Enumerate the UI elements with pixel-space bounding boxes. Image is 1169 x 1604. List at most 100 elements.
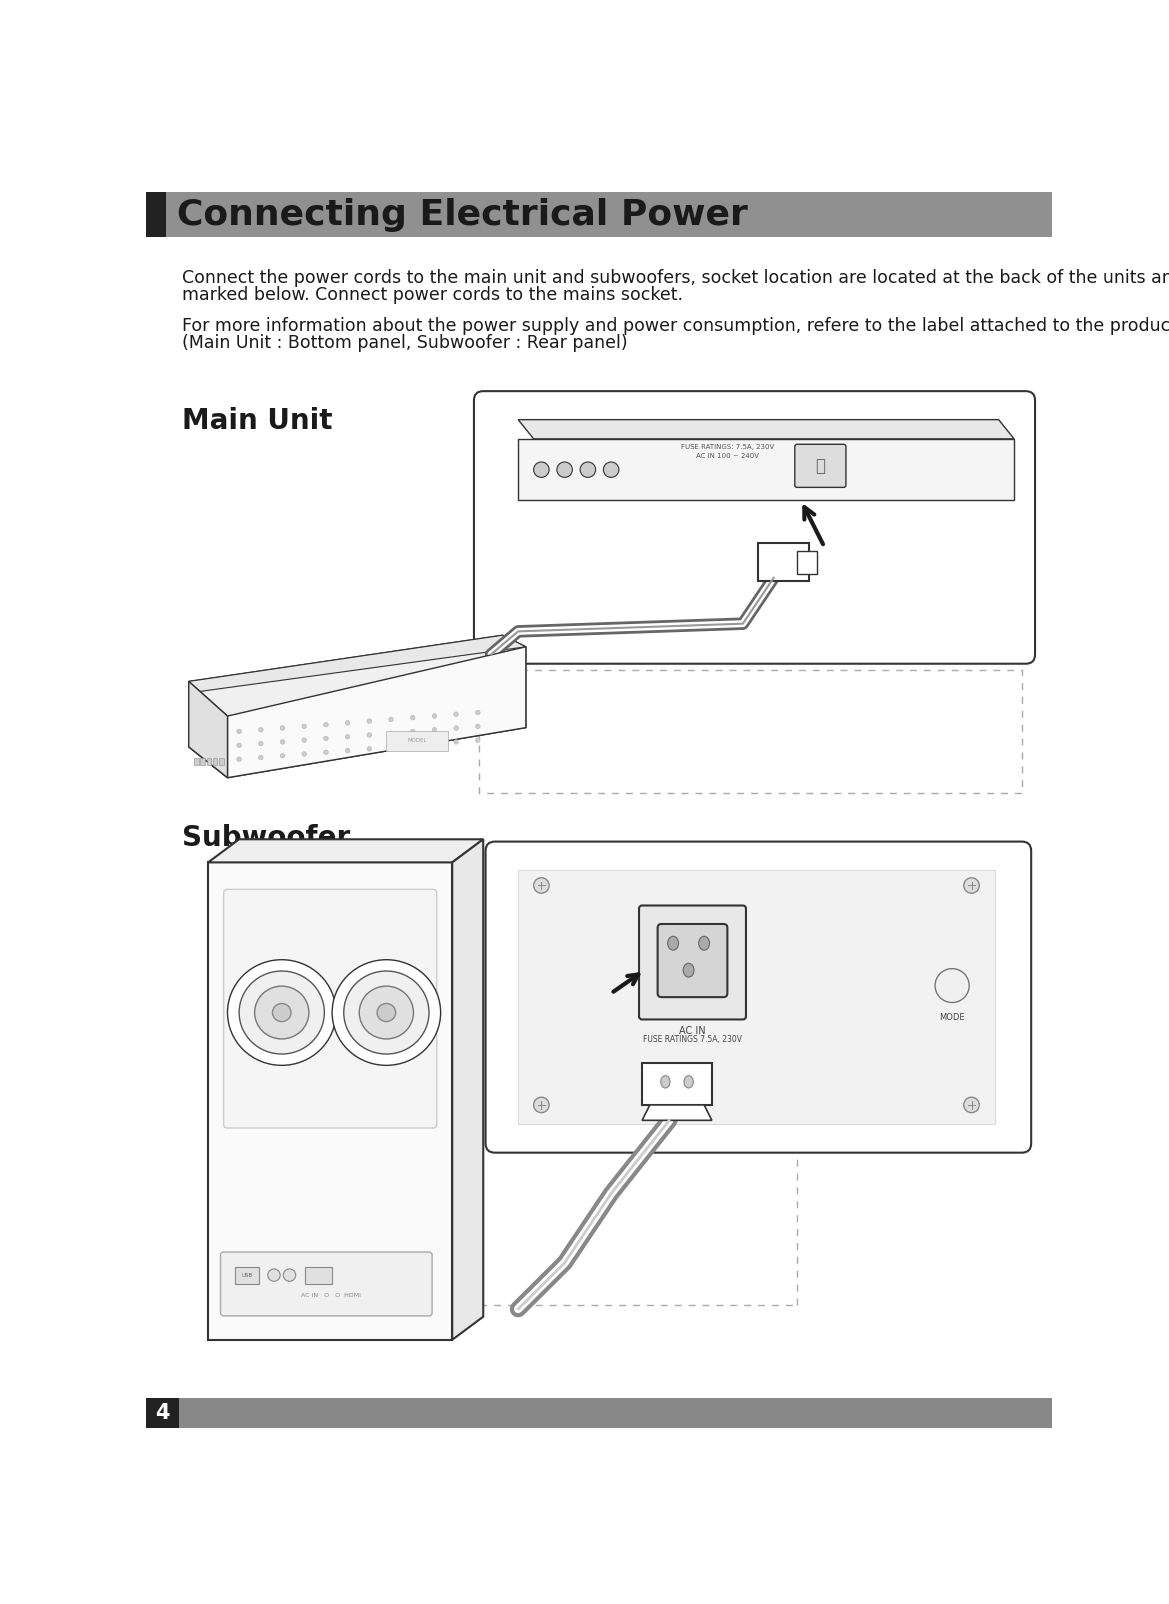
Polygon shape bbox=[452, 839, 483, 1339]
Bar bbox=[518, 869, 995, 1124]
Text: MODE: MODE bbox=[940, 1012, 964, 1022]
Circle shape bbox=[258, 755, 263, 760]
FancyBboxPatch shape bbox=[795, 444, 846, 488]
Bar bbox=[387, 731, 449, 751]
Text: 4: 4 bbox=[155, 1402, 170, 1423]
Text: AC IN 100 ~ 240V: AC IN 100 ~ 240V bbox=[696, 452, 759, 459]
Circle shape bbox=[410, 743, 415, 747]
Circle shape bbox=[433, 728, 437, 731]
Ellipse shape bbox=[684, 1076, 693, 1088]
Circle shape bbox=[324, 736, 328, 741]
Circle shape bbox=[410, 715, 415, 720]
Circle shape bbox=[367, 733, 372, 738]
Bar bbox=[207, 759, 212, 765]
Ellipse shape bbox=[344, 970, 429, 1054]
Circle shape bbox=[367, 719, 372, 723]
Polygon shape bbox=[642, 1062, 712, 1105]
Ellipse shape bbox=[699, 937, 710, 950]
Polygon shape bbox=[228, 646, 526, 778]
Ellipse shape bbox=[228, 959, 336, 1065]
Text: Connecting Electrical Power: Connecting Electrical Power bbox=[178, 197, 748, 233]
Ellipse shape bbox=[240, 970, 324, 1054]
Circle shape bbox=[268, 1269, 281, 1282]
Ellipse shape bbox=[332, 959, 441, 1065]
Polygon shape bbox=[518, 439, 1015, 500]
FancyBboxPatch shape bbox=[223, 889, 437, 1128]
FancyBboxPatch shape bbox=[639, 906, 746, 1020]
Text: FUSE RATINGS: 7.5A, 230V: FUSE RATINGS: 7.5A, 230V bbox=[680, 444, 774, 449]
Text: Connect the power cords to the main unit and subwoofers, socket location are loc: Connect the power cords to the main unit… bbox=[181, 269, 1169, 287]
Bar bbox=[200, 759, 205, 765]
Bar bbox=[146, 1397, 1052, 1428]
Polygon shape bbox=[188, 701, 526, 778]
Ellipse shape bbox=[272, 1004, 291, 1022]
Circle shape bbox=[433, 714, 437, 719]
Circle shape bbox=[580, 462, 596, 478]
Circle shape bbox=[454, 712, 458, 717]
Text: Subwoofer: Subwoofer bbox=[181, 824, 350, 852]
Circle shape bbox=[345, 735, 350, 739]
Polygon shape bbox=[642, 1105, 712, 1120]
Circle shape bbox=[324, 751, 328, 754]
Polygon shape bbox=[188, 682, 228, 778]
Text: USB: USB bbox=[241, 1272, 253, 1278]
Circle shape bbox=[533, 1097, 549, 1113]
Circle shape bbox=[476, 711, 480, 715]
Bar bbox=[194, 759, 199, 765]
Circle shape bbox=[281, 739, 285, 744]
Circle shape bbox=[367, 746, 372, 751]
Polygon shape bbox=[518, 420, 1015, 439]
Circle shape bbox=[281, 725, 285, 730]
Circle shape bbox=[533, 462, 549, 478]
Bar bbox=[219, 759, 223, 765]
Circle shape bbox=[963, 1097, 980, 1113]
Text: FUSE RATINGS 7.5A, 230V: FUSE RATINGS 7.5A, 230V bbox=[643, 1035, 742, 1044]
Circle shape bbox=[389, 731, 393, 736]
FancyBboxPatch shape bbox=[658, 924, 727, 998]
Bar bbox=[235, 1267, 258, 1283]
Bar bbox=[213, 759, 217, 765]
Ellipse shape bbox=[378, 1004, 395, 1022]
Text: (Main Unit : Bottom panel, Subwoofer : Rear panel): (Main Unit : Bottom panel, Subwoofer : R… bbox=[181, 334, 628, 353]
Text: AC IN   O   O  HDMI: AC IN O O HDMI bbox=[302, 1293, 361, 1298]
Ellipse shape bbox=[683, 964, 694, 977]
Text: For more information about the power supply and power consumption, refere to the: For more information about the power sup… bbox=[181, 318, 1169, 335]
Circle shape bbox=[302, 738, 306, 743]
Text: marked below. Connect power cords to the mains socket.: marked below. Connect power cords to the… bbox=[181, 287, 683, 305]
Circle shape bbox=[603, 462, 618, 478]
Circle shape bbox=[237, 730, 242, 733]
Circle shape bbox=[258, 728, 263, 731]
Circle shape bbox=[433, 741, 437, 746]
Circle shape bbox=[533, 877, 549, 893]
Circle shape bbox=[963, 877, 980, 893]
Circle shape bbox=[454, 739, 458, 744]
Bar bbox=[146, 192, 166, 237]
Circle shape bbox=[476, 723, 480, 728]
Ellipse shape bbox=[667, 937, 678, 950]
Polygon shape bbox=[759, 542, 809, 581]
Circle shape bbox=[281, 754, 285, 759]
Text: AC IN: AC IN bbox=[679, 1025, 706, 1036]
Polygon shape bbox=[208, 863, 452, 1339]
Polygon shape bbox=[188, 635, 526, 693]
FancyBboxPatch shape bbox=[485, 842, 1031, 1153]
Circle shape bbox=[258, 741, 263, 746]
Bar bbox=[305, 1267, 332, 1283]
Circle shape bbox=[302, 752, 306, 757]
Ellipse shape bbox=[660, 1076, 670, 1088]
Circle shape bbox=[345, 720, 350, 725]
Circle shape bbox=[283, 1269, 296, 1282]
Ellipse shape bbox=[359, 986, 414, 1039]
Polygon shape bbox=[188, 682, 228, 778]
Circle shape bbox=[935, 969, 969, 1002]
Text: MODEL: MODEL bbox=[408, 738, 427, 743]
Circle shape bbox=[324, 722, 328, 727]
Circle shape bbox=[476, 738, 480, 743]
Circle shape bbox=[556, 462, 573, 478]
Text: ⏻: ⏻ bbox=[815, 457, 825, 475]
Circle shape bbox=[389, 717, 393, 722]
Circle shape bbox=[237, 757, 242, 762]
Bar bbox=[146, 1397, 179, 1428]
FancyBboxPatch shape bbox=[221, 1253, 433, 1315]
FancyBboxPatch shape bbox=[473, 391, 1035, 664]
